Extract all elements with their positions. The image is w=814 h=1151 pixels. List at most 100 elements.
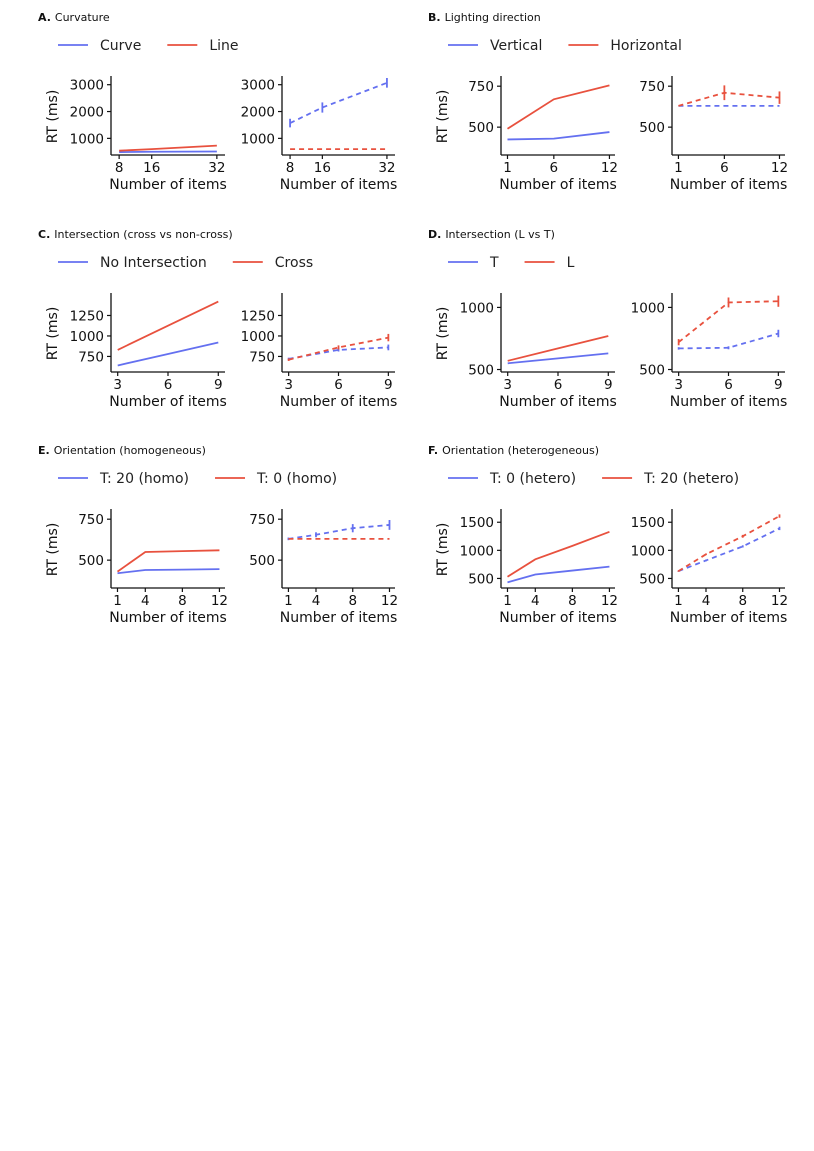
y-tick-label: 1000 — [70, 329, 104, 345]
x-tick-label: 6 — [724, 377, 733, 393]
chart-panel-c: C. Intersection (cross vs non-cross) No In… — [38, 228, 397, 410]
x-tick-label: 6 — [334, 377, 343, 393]
y-tick-label: 750 — [78, 349, 104, 365]
y-tick-label: 750 — [78, 512, 104, 528]
y-tick-label: 500 — [78, 553, 104, 569]
x-tick-label: 8 — [178, 593, 187, 609]
series-line — [507, 530, 610, 578]
legend: T: 20 (homo) T: 0 (homo) — [58, 471, 337, 487]
x-tick-label: 3 — [503, 377, 512, 393]
panel-title-text: Orientation (heterogeneous) — [442, 444, 599, 457]
legend: T: 0 (hetero) T: 20 (hetero) — [448, 471, 739, 487]
x-tick-label: 32 — [378, 160, 395, 176]
x-axis-label: Number of items — [670, 394, 788, 410]
y-tick-label: 1000 — [631, 300, 665, 316]
x-axis-label: Number of items — [670, 177, 788, 193]
y-axis-label: RT (ms) — [45, 90, 61, 144]
x-tick-label: 1 — [674, 160, 683, 176]
legend-label: Curve — [100, 38, 141, 54]
panel-title-text: Orientation (homogeneous) — [54, 444, 206, 457]
panel-letter: E. — [38, 444, 50, 457]
y-tick-label: 1000 — [460, 300, 494, 316]
y-tick-label: 1500 — [460, 515, 494, 531]
x-axis-label: Number of items — [280, 394, 398, 410]
x-tick-label: 1 — [284, 593, 293, 609]
x-axis-label: Number of items — [109, 177, 227, 193]
y-axis-label: RT (ms) — [435, 90, 451, 144]
x-axis-label: Number of items — [499, 394, 617, 410]
x-tick-label: 8 — [115, 160, 124, 176]
legend-label: Vertical — [490, 38, 542, 54]
panel-letter: D. — [428, 228, 441, 241]
x-axis-label: Number of items — [670, 610, 788, 626]
x-axis-label: Number of items — [280, 610, 398, 626]
x-tick-label: 9 — [384, 377, 393, 393]
series-line — [677, 515, 780, 572]
y-tick-label: 500 — [468, 571, 494, 587]
series-line — [507, 335, 609, 362]
y-tick-label: 1250 — [70, 308, 104, 324]
series-line — [119, 144, 217, 152]
x-tick-label: 6 — [554, 377, 563, 393]
chart-panel-b: B. Lighting direction Vertical Horizontal 50… — [428, 11, 788, 193]
y-axis-label: RT (ms) — [435, 307, 451, 361]
panel-title-text: Curvature — [55, 11, 110, 24]
legend: Vertical Horizontal — [448, 38, 682, 54]
y-axis-label: RT (ms) — [45, 307, 61, 361]
x-tick-label: 8 — [738, 593, 747, 609]
x-tick-label: 8 — [348, 593, 357, 609]
panel-title: B. Lighting direction — [428, 11, 541, 24]
x-tick-label: 12 — [211, 593, 228, 609]
x-tick-label: 9 — [604, 377, 613, 393]
y-tick-label: 750 — [249, 349, 275, 365]
x-tick-label: 12 — [601, 160, 618, 176]
series-line — [678, 91, 780, 107]
chart-panel-f: F. Orientation (heterogeneous) T: 0 (heter… — [428, 444, 788, 626]
x-tick-label: 12 — [601, 593, 618, 609]
x-tick-label: 6 — [550, 160, 559, 176]
panel-title-text: Lighting direction — [445, 11, 541, 24]
y-tick-label: 3000 — [70, 78, 104, 94]
panel-letter: A. — [38, 11, 51, 24]
series-line — [507, 84, 610, 130]
y-tick-label: 500 — [639, 571, 665, 587]
x-tick-label: 3 — [674, 377, 683, 393]
series-line — [119, 150, 217, 153]
series-line — [117, 341, 219, 367]
panel-letter: B. — [428, 11, 441, 24]
panel-title: D. Intersection (L vs T) — [428, 228, 555, 241]
x-tick-label: 8 — [286, 160, 295, 176]
panel-title: A. Curvature — [38, 11, 110, 24]
series-line — [288, 524, 390, 540]
legend-label: No Intersection — [100, 255, 207, 271]
y-tick-label: 500 — [468, 120, 494, 136]
legend-label: T: 0 (homo) — [256, 471, 337, 487]
legend-label: T: 20 (hetero) — [643, 471, 739, 487]
y-tick-label: 1000 — [241, 131, 275, 147]
series-line — [116, 549, 220, 573]
legend: No Intersection Cross — [58, 255, 313, 271]
legend-label: Horizontal — [610, 38, 681, 54]
x-tick-label: 3 — [113, 377, 122, 393]
x-tick-label: 16 — [314, 160, 331, 176]
y-tick-label: 1000 — [241, 329, 275, 345]
y-tick-label: 750 — [468, 79, 494, 95]
legend-label: Cross — [275, 255, 313, 271]
x-tick-label: 16 — [143, 160, 160, 176]
y-tick-label: 750 — [249, 512, 275, 528]
panel-letter: F. — [428, 444, 438, 457]
x-tick-label: 4 — [702, 593, 711, 609]
x-axis-label: Number of items — [499, 177, 617, 193]
x-tick-label: 12 — [381, 593, 398, 609]
